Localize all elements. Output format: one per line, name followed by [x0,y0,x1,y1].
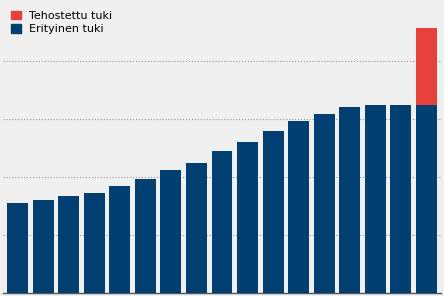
Bar [58,196,79,293]
Bar [365,105,386,293]
Bar [186,163,207,293]
Bar [263,131,284,293]
Bar [32,200,54,293]
Bar [7,202,28,293]
Bar [416,28,437,105]
Bar [390,105,412,293]
Bar [135,179,156,293]
Bar [416,105,437,293]
Bar [160,170,181,293]
Bar [211,152,233,293]
Legend: Tehostettu tuki, Erityinen tuki: Tehostettu tuki, Erityinen tuki [6,6,117,39]
Bar [84,193,105,293]
Bar [339,107,360,293]
Bar [314,114,335,293]
Bar [237,142,258,293]
Bar [288,121,309,293]
Bar [109,186,130,293]
